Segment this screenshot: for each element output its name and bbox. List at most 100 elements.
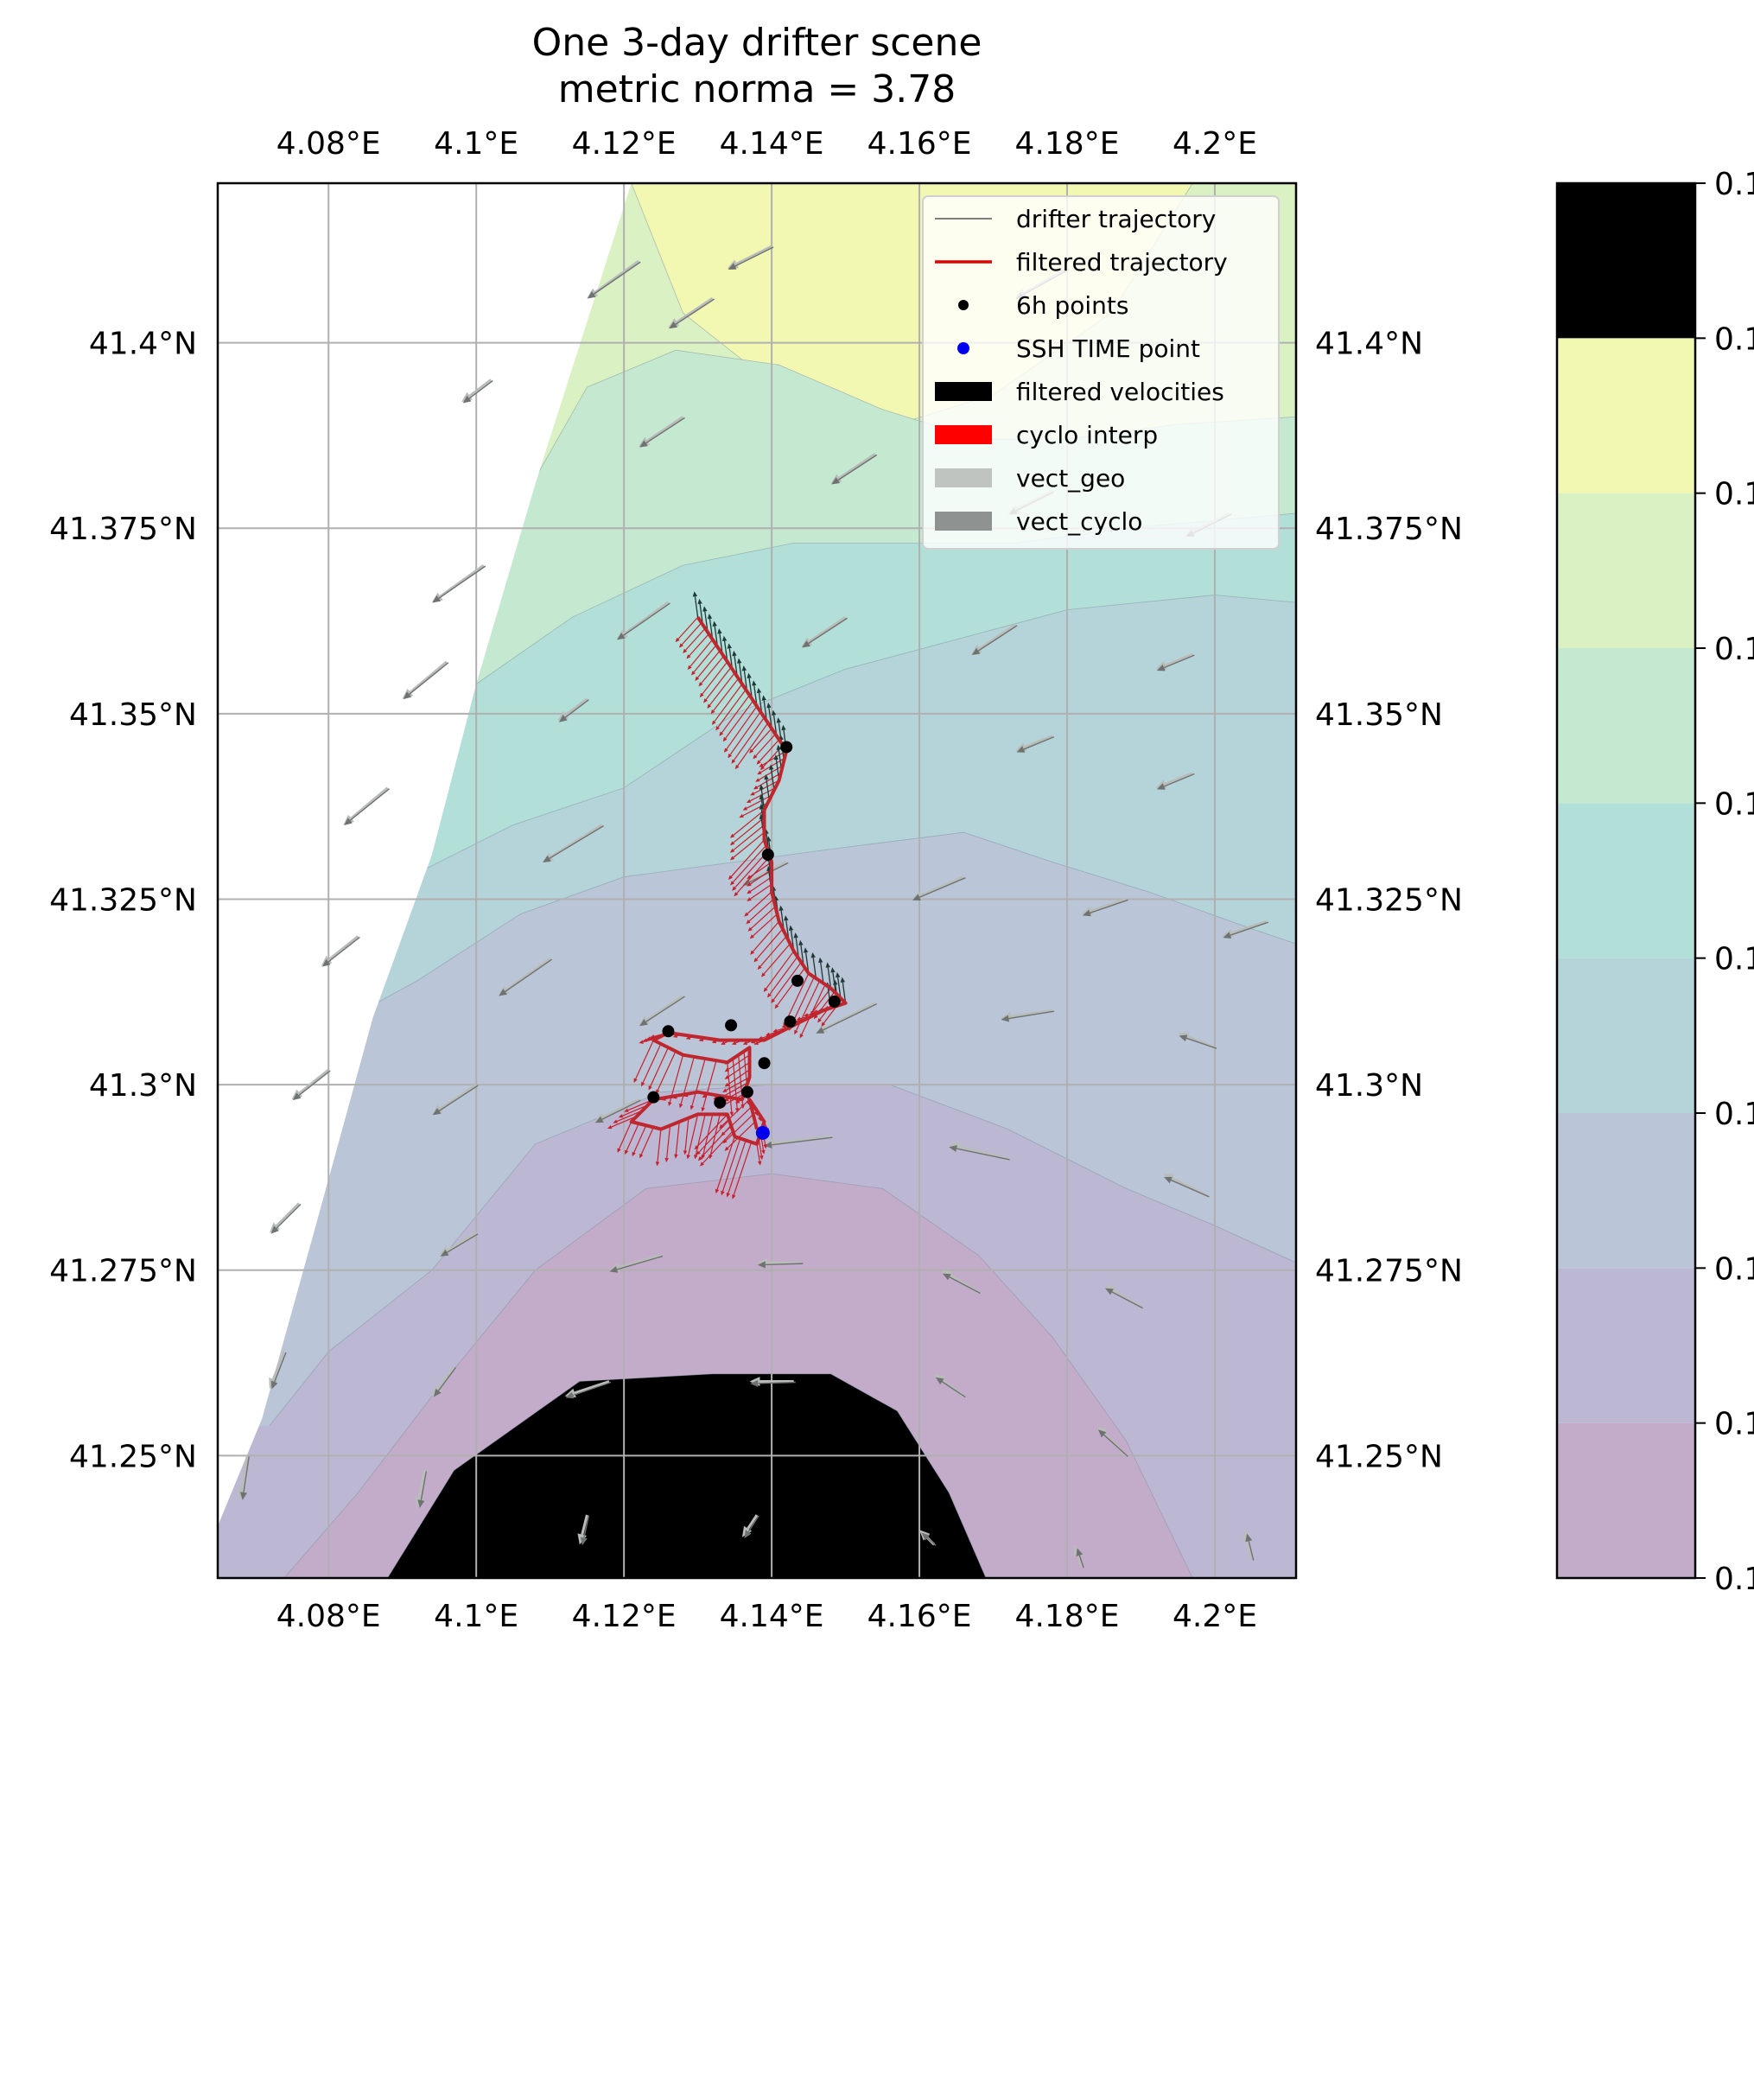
cyclo-interp-arrow	[613, 1110, 643, 1123]
y-tick-label-right: 41.325°N	[1315, 882, 1463, 918]
cyclo-interp-arrow	[774, 967, 806, 1009]
vect-cyclo-arrow	[1016, 735, 1055, 753]
cyclo-interp-arrow	[747, 883, 772, 901]
cyclo-interp-arrow	[703, 666, 732, 703]
cyclo-interp-arrow	[698, 655, 724, 687]
cyclo-interp-arrow	[753, 734, 776, 760]
plot-frame	[216, 181, 1298, 1580]
cyclo-interp-arrow	[746, 899, 774, 925]
cyclo-interp-arrow	[728, 839, 765, 881]
y-tick-label-right: 41.4°N	[1315, 327, 1423, 362]
vect-cyclo-arrow	[1223, 921, 1269, 939]
colorbar-band	[1557, 958, 1695, 1113]
vect-cyclo-arrow	[757, 1261, 804, 1269]
colorbar-band	[1557, 648, 1695, 804]
y-tick-label-left: 41.3°N	[89, 1068, 197, 1104]
x-tick-label-top: 4.12°E	[572, 126, 677, 162]
cyclo-interp-arrow	[664, 1125, 671, 1163]
vect-cyclo-arrow	[580, 1515, 590, 1546]
vect-cyclo-arrow	[1076, 1548, 1084, 1569]
vect-cyclo-arrow	[639, 996, 685, 1027]
vect-cyclo-arrow	[270, 1352, 287, 1390]
colorbar-band	[1557, 803, 1695, 958]
y-tick-label-left: 41.325°N	[49, 882, 197, 918]
colorbar-tick-label: 0.116	[1714, 1251, 1754, 1287]
cyclo-interp-arrow	[724, 1061, 750, 1079]
colorbar-band	[1557, 1268, 1695, 1423]
legend-label: vect_cyclo	[1016, 507, 1142, 536]
legend-label: drifter trajectory	[1016, 205, 1216, 233]
cyclo-interp-arrow	[690, 645, 717, 676]
six-hour-point	[784, 1015, 797, 1028]
cyclo-interp-arrow	[724, 1054, 750, 1072]
six-hour-point	[714, 1096, 727, 1109]
vect-cyclo-arrow	[417, 1471, 428, 1508]
legend-swatch	[935, 512, 992, 531]
cyclo-interp-arrow	[607, 1116, 638, 1130]
cyclo-interp-arrow	[799, 983, 826, 1039]
cyclo-interp-arrow	[695, 650, 721, 681]
vect-cyclo-arrow	[344, 788, 391, 826]
vect-cyclo-arrow	[816, 1003, 878, 1034]
x-tick-label-top: 4.14°E	[720, 126, 824, 162]
colorbar-band	[1557, 338, 1695, 493]
x-tick-label-bottom: 4.2°E	[1173, 1599, 1257, 1634]
six-hour-point	[761, 848, 774, 861]
cyclo-interp-arrow	[729, 831, 765, 861]
legend-swatch	[935, 425, 992, 444]
cyclo-interp-arrow	[699, 661, 728, 698]
cyclo-interp-arrow	[732, 1142, 753, 1200]
vect-cyclo-arrow	[1245, 1533, 1255, 1561]
x-tick-label-top: 4.08°E	[276, 126, 381, 162]
legend-label: vect_geo	[1016, 464, 1125, 493]
six-hour-point	[780, 741, 793, 754]
cyclo-interp-arrow	[639, 1127, 654, 1159]
vect-cyclo-arrow	[639, 417, 685, 448]
vect-cyclo-arrow	[1179, 1034, 1217, 1049]
cyclo-interp-arrow	[724, 705, 758, 753]
x-tick-label-top: 4.18°E	[1015, 126, 1120, 162]
cyclo-interp-arrow	[747, 869, 772, 887]
legend-swatch	[935, 468, 992, 487]
y-tick-label-left: 41.375°N	[49, 512, 197, 547]
vect-cyclo-arrow	[802, 617, 848, 648]
vect-cyclo-arrow	[1156, 773, 1195, 790]
cyclo-interp-arrow	[696, 1119, 730, 1155]
filtered-velocity-arrow	[769, 764, 775, 791]
cyclo-interp-arrow	[618, 1104, 649, 1118]
vect-cyclo-arrow	[1001, 1010, 1055, 1022]
filtered-velocity-arrow	[810, 952, 817, 979]
y-tick-label-right: 41.35°N	[1315, 697, 1443, 733]
cyclo-interp-arrow	[686, 633, 709, 659]
colorbar-tick-label: 0.124	[1714, 942, 1754, 977]
filtered-velocity-arrow	[835, 971, 842, 999]
six-hour-point	[725, 1019, 738, 1032]
cyclo-interp-arrow	[729, 809, 765, 838]
cyclo-interp-arrow	[719, 1098, 750, 1130]
cyclo-interp-arrow	[747, 906, 776, 932]
colorbar-tick-label: 0.128	[1714, 786, 1754, 822]
cyclo-interp-arrow	[749, 728, 772, 754]
ssh-time-point	[755, 1125, 770, 1140]
cyclo-interp-arrow	[715, 1136, 735, 1194]
cyclo-interp-arrow	[750, 780, 779, 796]
y-tick-label-right: 41.275°N	[1315, 1254, 1463, 1289]
cyclo-interp-arrow	[747, 876, 772, 894]
axis-ticks: 4.08°E 4.08°E 4.1°E 4.1°E 4.12°E 4.12°E 4.14°E…	[49, 126, 1463, 1634]
vect-cyclo-arrow	[440, 1233, 479, 1257]
cyclo-interp-arrow	[707, 672, 735, 709]
vect-cyclo-arrow	[669, 298, 715, 329]
vect-cyclo-arrow	[1156, 654, 1195, 671]
x-tick-label-bottom: 4.08°E	[276, 1599, 381, 1634]
six-hour-point	[662, 1025, 675, 1038]
cyclo-interp-arrow	[719, 695, 750, 736]
cyclo-interp-arrow	[710, 678, 740, 715]
six-hour-point	[647, 1091, 660, 1104]
cyclo-interp-arrow	[633, 1040, 654, 1084]
cyclo-interp-arrow	[755, 765, 784, 782]
legend-label: filtered trajectory	[1016, 248, 1228, 277]
cyclo-interp-arrow	[747, 862, 772, 880]
vect-cyclo-arrow	[321, 936, 360, 967]
colorbar-tick-label: 0.108	[1714, 1562, 1754, 1597]
